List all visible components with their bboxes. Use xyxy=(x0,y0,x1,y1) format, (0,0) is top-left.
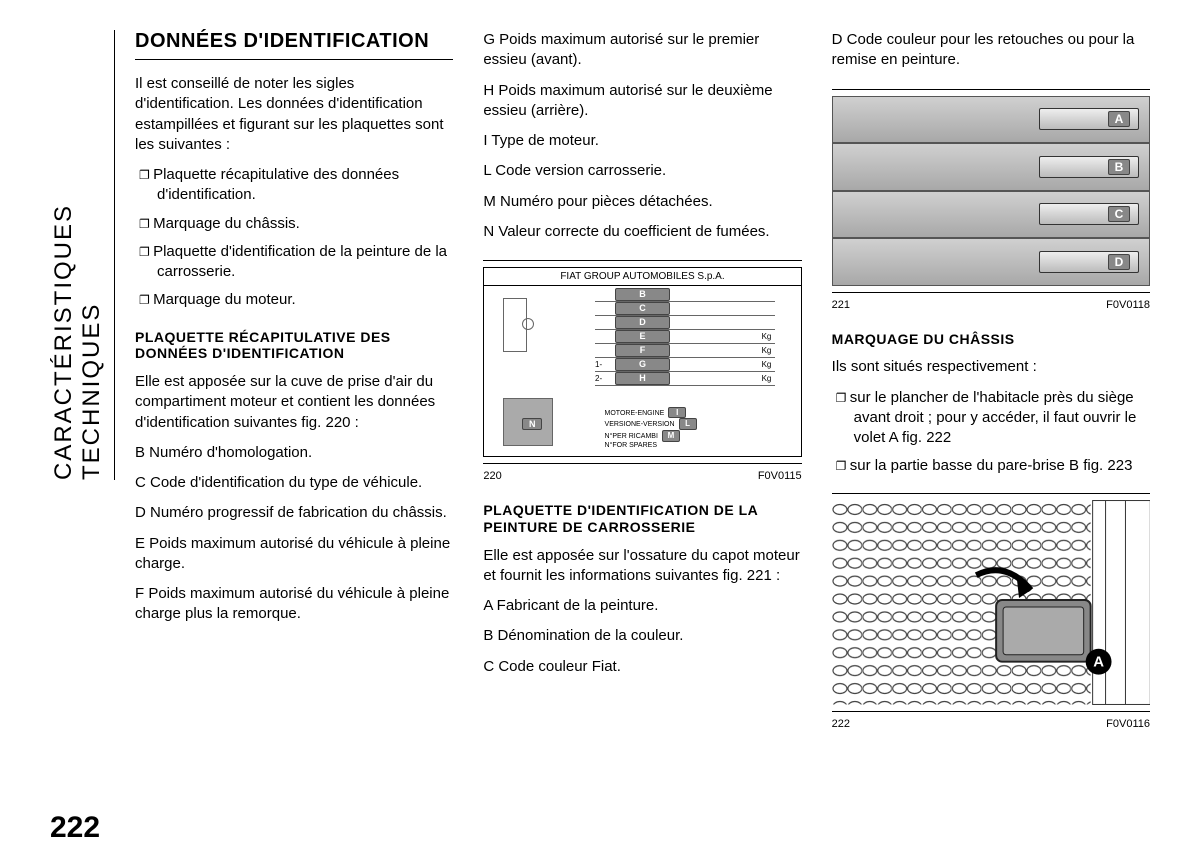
figure-220: FIAT GROUP AUTOMOBILES S.p.A. N B C D E K… xyxy=(483,260,801,464)
plate-label: G xyxy=(615,358,670,371)
figure-number: 222 xyxy=(832,718,850,730)
column-1: DONNÉES D'IDENTIFICATION Il est conseill… xyxy=(135,30,453,790)
item: M Numéro pour pièces détachées. xyxy=(483,192,801,212)
plate-label: B xyxy=(1108,159,1130,175)
plate-label: H xyxy=(615,372,670,385)
column-2: G Poids maximum autorisé sur le premier … xyxy=(483,30,801,790)
page-number: 222 xyxy=(50,811,100,845)
page: CARACTÉRISTIQUES TECHNIQUES DONNÉES D'ID… xyxy=(50,30,1150,790)
item: E Poids maximum autorisé du véhicule à p… xyxy=(135,534,453,575)
chassis-diagram: A xyxy=(832,500,1150,705)
heading-marquage-chassis: MARQUAGE DU CHÂSSIS xyxy=(832,331,1150,348)
plate-label: L xyxy=(679,418,697,430)
figure-number: 220 xyxy=(483,470,501,482)
unit: Kg xyxy=(762,346,776,355)
figure-caption: 221 F0V0118 xyxy=(832,299,1150,311)
bullet: Plaquette d'identification de la peintur… xyxy=(135,242,453,283)
figure-code: F0V0116 xyxy=(1106,718,1150,730)
figure-caption: 220 F0V0115 xyxy=(483,470,801,482)
item: B Numéro d'homologation. xyxy=(135,443,453,463)
bullet: sur la partie basse du pare-brise B fig.… xyxy=(832,456,1150,476)
intro-text: Il est conseillé de noter les sigles d'i… xyxy=(135,74,453,155)
section-tab: CARACTÉRISTIQUES TECHNIQUES xyxy=(50,30,115,480)
plate-label: B xyxy=(615,288,670,301)
bullet: sur le plancher de l'habitacle près du s… xyxy=(832,388,1150,449)
plate-bottom: MOTORE-ENGINEI VERSIONE-VERSION L N°PER R… xyxy=(605,407,697,450)
plate-title: FIAT GROUP AUTOMOBILES S.p.A. xyxy=(484,268,800,286)
plate-label: D xyxy=(615,316,670,329)
unit: Kg xyxy=(762,360,776,369)
plate-label: C xyxy=(615,302,670,315)
item: C Code d'identification du type de véhic… xyxy=(135,473,453,493)
item: D Code couleur pour les retouches ou pou… xyxy=(832,30,1150,71)
figure-number: 221 xyxy=(832,299,850,311)
bullet: Marquage du moteur. xyxy=(135,290,453,310)
plate-label: F xyxy=(615,344,670,357)
prefix: 2- xyxy=(595,374,615,383)
item: I Type de moteur. xyxy=(483,131,801,151)
unit: Kg xyxy=(762,332,776,341)
figure-222: A xyxy=(832,493,1150,712)
plate-label-n: N xyxy=(522,418,542,430)
item: N Valeur correcte du coefficient de fumé… xyxy=(483,222,801,242)
text: MOTORE-ENGINE xyxy=(605,410,665,417)
item: H Poids maximum autorisé sur le deuxième… xyxy=(483,81,801,122)
plate-label: D xyxy=(1108,254,1130,270)
text: Elle est apposée sur l'ossature du capot… xyxy=(483,546,801,587)
heading-plaquette-recap: PLAQUETTE RÉCAPITULATIVE DES DONNÉES D'I… xyxy=(135,329,453,363)
plate-label: M xyxy=(662,430,680,442)
item: L Code version carrosserie. xyxy=(483,161,801,181)
item: B Dénomination de la couleur. xyxy=(483,626,801,646)
plate-rows: B C D E Kg F Kg 1-G Kg 2-H Kg xyxy=(595,288,775,386)
figure-caption: 222 F0V0116 xyxy=(832,718,1150,730)
unit: Kg xyxy=(762,374,776,383)
plate-diagram: FIAT GROUP AUTOMOBILES S.p.A. N B C D E K… xyxy=(483,267,801,457)
bullet: Marquage du châssis. xyxy=(135,214,453,234)
text: N°PER RICAMBI xyxy=(605,433,658,440)
text: N°FOR SPARES xyxy=(605,442,657,449)
figure-code: F0V0118 xyxy=(1106,299,1150,311)
plate-label: I xyxy=(668,407,686,419)
callout-label: A xyxy=(1093,653,1104,670)
item: D Numéro progressif de fabrication du ch… xyxy=(135,503,453,523)
prefix: 1- xyxy=(595,360,615,369)
item: G Poids maximum autorisé sur le premier … xyxy=(483,30,801,71)
item: A Fabricant de la peinture. xyxy=(483,596,801,616)
bullet: Plaquette récapitulative des données d'i… xyxy=(135,165,453,206)
plate-label: A xyxy=(1108,111,1130,127)
heading-plaquette-peinture: PLAQUETTE D'IDENTIFICATION DE LA PEINTUR… xyxy=(483,502,801,536)
item: C Code couleur Fiat. xyxy=(483,657,801,677)
text: Elle est apposée sur la cuve de prise d'… xyxy=(135,372,453,433)
paint-plate-diagram: A B C D xyxy=(832,96,1150,286)
figure-221: A B C D xyxy=(832,89,1150,293)
text: Ils sont situés respectivement : xyxy=(832,357,1150,377)
columns: DONNÉES D'IDENTIFICATION Il est conseill… xyxy=(135,30,1150,790)
heading-donnees: DONNÉES D'IDENTIFICATION xyxy=(135,30,453,60)
text: VERSIONE-VERSION xyxy=(605,421,675,428)
item: F Poids maximum autorisé du véhicule à p… xyxy=(135,584,453,625)
plate-box xyxy=(503,298,527,352)
plate-label: E xyxy=(615,330,670,343)
plate-label: C xyxy=(1108,206,1130,222)
column-3: D Code couleur pour les retouches ou pou… xyxy=(832,30,1150,790)
figure-code: F0V0115 xyxy=(758,470,802,482)
